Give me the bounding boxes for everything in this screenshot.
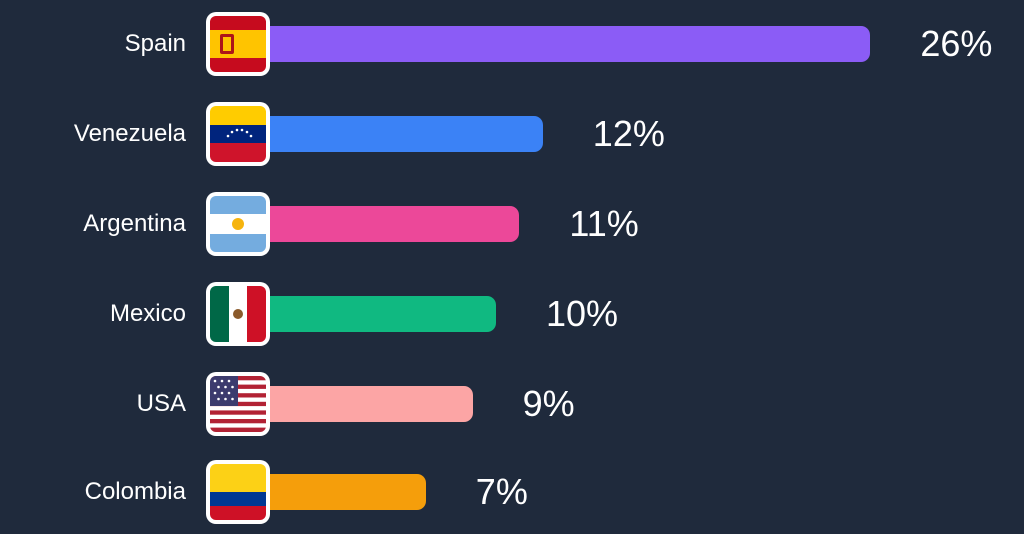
value-label-venezuela: 12% bbox=[592, 113, 665, 154]
category-label-mexico: Mexico bbox=[109, 300, 186, 327]
value-label-mexico: 10% bbox=[546, 293, 619, 334]
argentina-flag-icon bbox=[206, 192, 270, 256]
bar-colombia bbox=[262, 474, 426, 510]
spain-flag-icon bbox=[206, 12, 270, 76]
bar-argentina bbox=[262, 206, 520, 242]
bar-venezuela bbox=[262, 116, 543, 152]
category-label-venezuela: Venezuela bbox=[73, 120, 186, 147]
value-label-argentina: 11% bbox=[569, 203, 639, 244]
mexico-flag-icon bbox=[206, 282, 270, 346]
category-label-usa: USA bbox=[136, 390, 186, 417]
category-label-colombia: Colombia bbox=[84, 478, 186, 505]
category-label-spain: Spain bbox=[124, 30, 186, 57]
bar-usa bbox=[262, 386, 473, 422]
venezuela-flag-icon bbox=[206, 102, 270, 166]
bar-mexico bbox=[262, 296, 496, 332]
category-label-argentina: Argentina bbox=[83, 210, 186, 237]
bar-spain bbox=[262, 26, 871, 62]
usa-flag-icon bbox=[206, 372, 270, 436]
colombia-flag-icon bbox=[206, 460, 270, 524]
value-label-colombia: 7% bbox=[475, 471, 528, 512]
value-label-spain: 26% bbox=[920, 23, 993, 64]
value-label-usa: 9% bbox=[522, 383, 575, 424]
